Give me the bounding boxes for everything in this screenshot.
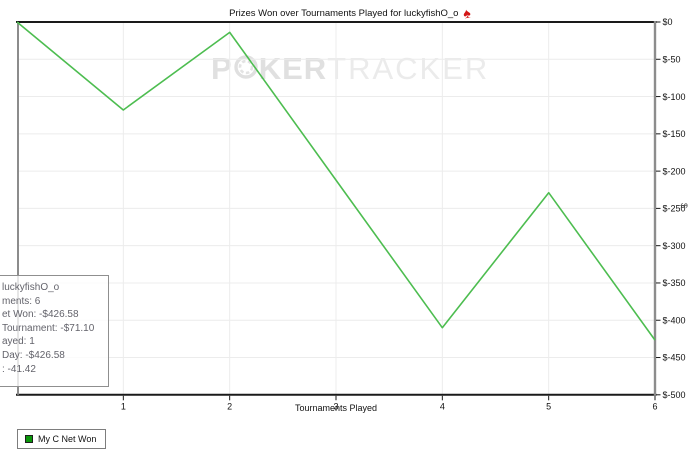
tooltip-line-net-won: et Won: -$426.58 bbox=[2, 309, 79, 321]
y-tick-label: $-50 bbox=[663, 54, 681, 64]
pokertracker-watermark: P KER TRACKER bbox=[211, 49, 489, 89]
y-tick-label: $-450 bbox=[663, 353, 686, 363]
chart-title-text: Prizes Won over Tournaments Played for l… bbox=[229, 7, 459, 19]
tooltip-line-player: luckyfishO_o bbox=[2, 282, 60, 293]
watermark-poker-ker: KER bbox=[258, 51, 328, 86]
x-tick-label: 1 bbox=[121, 401, 126, 411]
tooltip-line-tournaments: ments: 6 bbox=[2, 295, 41, 307]
y-tick-label: $-350 bbox=[663, 278, 686, 288]
y-tick-label: $-300 bbox=[663, 241, 686, 251]
axis-ticks bbox=[122, 21, 661, 401]
tooltip-line-roi: : -41.42 bbox=[2, 363, 36, 375]
y-tick-label: $-100 bbox=[663, 92, 686, 102]
stats-tooltip: luckyfishO_o ments: 6 et Won: -$426.58 T… bbox=[0, 275, 109, 387]
y-tick-label: $-400 bbox=[663, 315, 686, 325]
tooltip-line-per-tournament: Tournament: -$71.10 bbox=[2, 322, 95, 334]
chart-title: Prizes Won over Tournaments Played for l… bbox=[0, 4, 700, 21]
tooltip-line-per-day: Day: -$426.58 bbox=[2, 349, 65, 361]
poker-chip-icon bbox=[233, 51, 258, 87]
x-tick-label: 4 bbox=[440, 401, 445, 411]
legend-item-net-won[interactable]: My C Net Won bbox=[17, 429, 107, 449]
x-axis-title: Tournaments Played bbox=[294, 403, 378, 413]
axis-tick-labels: $0 $-50 $-100 $-150 $-200 $-250 $-300 $-350 $-40… bbox=[121, 17, 686, 411]
net-won-line bbox=[16, 21, 656, 341]
y-tick-label: $-500 bbox=[663, 390, 686, 400]
y-tick-label: $0 bbox=[663, 17, 673, 27]
legend-swatch bbox=[25, 435, 33, 443]
x-tick-label: 3 bbox=[333, 401, 338, 411]
x-tick-label: 2 bbox=[227, 401, 232, 411]
y-tick-label: $-250 bbox=[663, 204, 686, 214]
legend-label: My C Net Won bbox=[38, 434, 97, 444]
y-axis-title: $ bbox=[679, 203, 689, 209]
data-series bbox=[16, 21, 656, 341]
x-tick-label: 6 bbox=[652, 401, 657, 411]
plot-area[interactable]: $0 $-50 $-100 $-150 $-200 $-250 $-300 $-350 $-40… bbox=[0, 0, 700, 430]
watermark-tracker: TRACKER bbox=[327, 51, 490, 86]
y-tick-label: $-150 bbox=[663, 129, 686, 139]
y-tick-label: $-200 bbox=[663, 166, 686, 176]
tooltip-line-days-played: ayed: 1 bbox=[2, 336, 35, 348]
x-tick-label: 5 bbox=[546, 401, 551, 411]
